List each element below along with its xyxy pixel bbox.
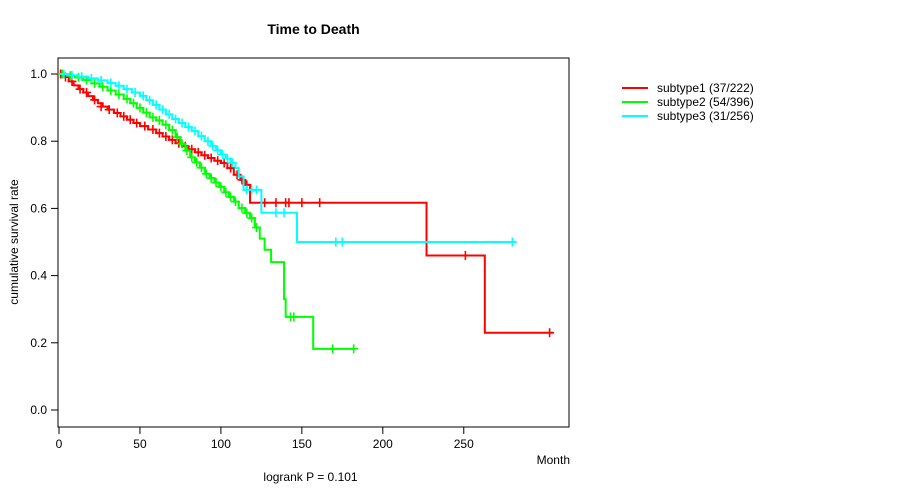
legend-item-subtype3: subtype3 (31/256): [622, 109, 754, 123]
x-tick-label: 50: [133, 437, 147, 451]
y-axis: 0.0 0.2 0.4 0.6 0.8 1.0: [30, 67, 58, 417]
legend-line-swatch: [622, 87, 648, 89]
x-axis-title: Month: [536, 453, 570, 467]
x-tick-label: 150: [292, 437, 312, 451]
y-tick-label: 0.4: [30, 269, 47, 283]
survival-curve-subtype2: [59, 73, 356, 350]
legend-line-swatch: [622, 101, 648, 103]
plot-frame: [57, 57, 570, 428]
logrank-annotation: logrank P = 0.101: [263, 470, 358, 484]
y-tick-label: 1.0: [30, 67, 47, 81]
legend-line-swatch: [622, 115, 648, 117]
legend-item-subtype1: subtype1 (37/222): [622, 81, 754, 95]
y-tick-label: 0.2: [30, 336, 47, 350]
series-subtype2: [57, 69, 359, 354]
y-tick-label: 0.6: [30, 201, 47, 215]
series-subtype1: [56, 69, 555, 338]
x-tick-label: 250: [454, 437, 474, 451]
x-tick-label: 200: [373, 437, 393, 451]
censor-marks-subtype1: [56, 69, 555, 338]
x-tick-label: 0: [56, 437, 63, 451]
legend-label: subtype2 (54/396): [657, 95, 754, 109]
x-tick-label: 100: [211, 437, 231, 451]
legend-label: subtype1 (37/222): [657, 81, 754, 95]
censor-marks-subtype3: [59, 69, 517, 247]
legend: subtype1 (37/222) subtype2 (54/396) subt…: [622, 81, 754, 123]
x-axis: 0 50 100 150 200 250: [56, 427, 474, 451]
y-tick-label: 0.8: [30, 134, 47, 148]
y-tick-label: 0.0: [30, 403, 47, 417]
y-axis-title: cumulative survival rate: [7, 179, 21, 305]
series-subtype3: [59, 69, 517, 247]
legend-item-subtype2: subtype2 (54/396): [622, 95, 754, 109]
page-title: Time to Death: [267, 21, 360, 37]
legend-label: subtype3 (31/256): [657, 109, 754, 123]
censor-marks-subtype2: [57, 69, 359, 354]
